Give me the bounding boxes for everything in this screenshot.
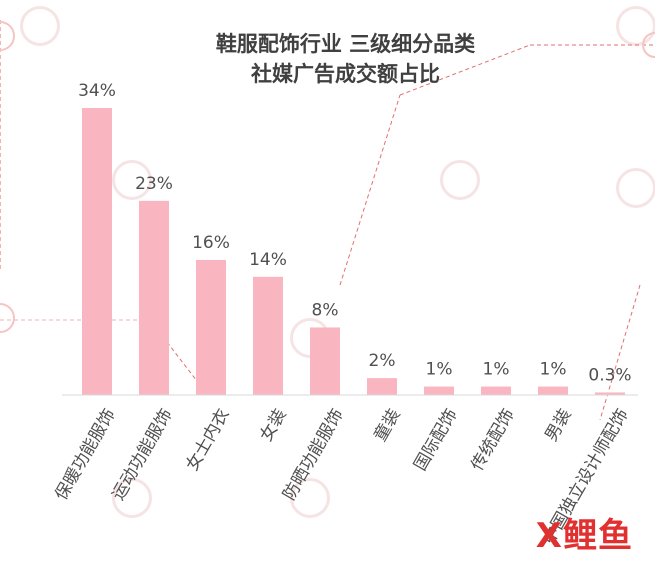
- watermark-logo: [440, 160, 480, 200]
- bar-value-label: 14%: [249, 250, 287, 270]
- value-labels: 34% 23% 16% 14% 8% 2% 1% 1% 1% 0.3%: [78, 81, 632, 385]
- decor-circle: [642, 32, 655, 58]
- bar: [595, 392, 625, 395]
- bar: [196, 259, 226, 395]
- bar-value-label: 1%: [540, 360, 567, 380]
- watermark-logo: [112, 478, 152, 518]
- category-label: 运动功能服饰: [108, 406, 176, 504]
- bar: [82, 108, 112, 395]
- category-label: 保暖功能服饰: [51, 406, 119, 504]
- bar-value-label: 16%: [192, 233, 230, 253]
- bar: [253, 276, 283, 395]
- chart-title-line-1: 鞋服配饰行业 三级细分品类: [215, 32, 476, 56]
- category-label: 女装: [256, 406, 290, 445]
- category-label: 传统配饰: [467, 406, 518, 475]
- bars: [82, 108, 625, 395]
- bar: [139, 200, 169, 395]
- chart-title-line-2: 社媒广告成交额占比: [251, 62, 440, 86]
- bar: [310, 327, 340, 395]
- watermark-logo: [290, 478, 330, 518]
- decoration-lines: [0, 20, 655, 421]
- decor-circle: [0, 303, 15, 333]
- watermark-logo: [20, 6, 60, 46]
- decor-line: [599, 284, 641, 421]
- bar: [481, 386, 511, 395]
- bar-value-label: 23%: [135, 174, 173, 194]
- bar-value-label: 0.3%: [588, 365, 631, 385]
- brand-mark: X: [535, 516, 563, 556]
- category-label: 女士内衣: [182, 406, 233, 475]
- bar-value-label: 1%: [426, 360, 453, 380]
- watermark-logo: [112, 160, 152, 200]
- category-label: 童装: [370, 406, 404, 445]
- bar-value-label: 34%: [78, 81, 116, 101]
- category-label: 国际配饰: [410, 406, 461, 475]
- bar-value-label: 2%: [369, 351, 396, 371]
- brand-name: 鲤鱼: [563, 516, 633, 556]
- decor-line: [399, 44, 531, 96]
- bar: [424, 386, 454, 395]
- category-label: 防晒功能服饰: [279, 406, 347, 504]
- brand-logo: X鲤鱼: [536, 508, 633, 557]
- watermark-logo: [616, 168, 655, 208]
- bar-value-label: 8%: [312, 300, 339, 320]
- bar-value-label: 1%: [483, 360, 510, 380]
- category-label: 男装: [541, 406, 575, 445]
- decor-circle: [0, 21, 15, 51]
- decor-line: [339, 94, 401, 286]
- bar: [538, 386, 568, 395]
- bar: [367, 378, 397, 395]
